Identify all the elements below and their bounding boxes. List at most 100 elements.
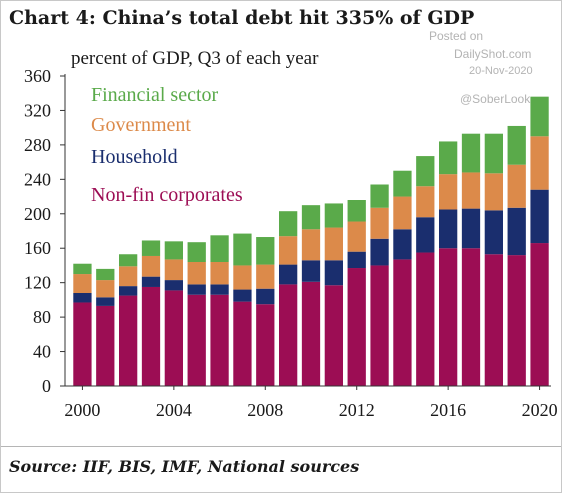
stacked-bar-chart: 0 40 80 120 160 200 240 280 320 360 2000 2004 2008 20… bbox=[24, 66, 558, 420]
bar-segment bbox=[96, 280, 115, 298]
bar-segment bbox=[210, 294, 229, 386]
unit-label: percent of GDP, Q3 of each year bbox=[71, 48, 319, 69]
y-tick-label: 0 bbox=[42, 376, 51, 396]
bar-segment bbox=[484, 254, 503, 386]
y-tick-label: 80 bbox=[33, 307, 51, 327]
bar-segment bbox=[393, 170, 412, 197]
legend-item: Household bbox=[91, 146, 178, 168]
bar-segment bbox=[461, 172, 481, 209]
bar-segment bbox=[370, 207, 389, 239]
bar-segment bbox=[96, 297, 115, 306]
bar-segment bbox=[256, 288, 275, 305]
bar-segment bbox=[73, 263, 92, 275]
bar-segment bbox=[439, 248, 458, 386]
bar-segment bbox=[416, 186, 435, 218]
bar-segment bbox=[530, 189, 549, 244]
bar-segment bbox=[96, 305, 115, 386]
x-tick-label: 2016 bbox=[430, 400, 466, 420]
bar-segment bbox=[530, 243, 549, 386]
watermark-handle: @SoberLook bbox=[460, 92, 531, 106]
bar-segment bbox=[370, 184, 389, 208]
y-tick-label: 240 bbox=[24, 169, 51, 189]
bar-segment bbox=[187, 262, 206, 285]
bar-segment bbox=[141, 286, 161, 386]
bar-segment bbox=[507, 207, 526, 256]
y-tick-label: 200 bbox=[24, 204, 51, 224]
bar-segment bbox=[484, 133, 503, 174]
bar-segment bbox=[301, 281, 321, 386]
bar-segment bbox=[507, 255, 526, 386]
bar-segment bbox=[119, 254, 138, 267]
y-tick-label: 320 bbox=[24, 100, 51, 120]
bar-segment bbox=[233, 301, 252, 386]
bar-segment bbox=[164, 241, 183, 260]
bar-segment bbox=[507, 125, 526, 165]
bar-segment bbox=[73, 302, 92, 386]
bar-segment bbox=[530, 96, 549, 137]
bar-segment bbox=[439, 141, 458, 175]
bar-segment bbox=[393, 229, 412, 260]
legend-item: Non-fin corporates bbox=[91, 184, 243, 206]
bar-segment bbox=[256, 304, 275, 386]
bar-segment bbox=[393, 196, 412, 230]
bar-segment bbox=[324, 260, 343, 286]
watermark-date: 20-Nov-2020 bbox=[469, 65, 533, 77]
bar-segment bbox=[141, 255, 161, 277]
bar-segment bbox=[119, 295, 138, 386]
bar-segment bbox=[141, 240, 161, 256]
bar-segment bbox=[439, 174, 458, 210]
bar-segment bbox=[256, 237, 275, 265]
watermark-site: DailyShot.com bbox=[454, 47, 532, 61]
bar-segment bbox=[164, 259, 183, 281]
bar-segment bbox=[347, 200, 366, 222]
bar-segment bbox=[279, 284, 298, 386]
bar-segment bbox=[279, 236, 298, 265]
bar-segment bbox=[210, 235, 229, 262]
legend-item: Financial sector bbox=[91, 84, 219, 106]
bar-segment bbox=[439, 209, 458, 249]
bar-segment bbox=[461, 133, 481, 173]
bar-segment bbox=[461, 208, 481, 249]
legend-item: Government bbox=[91, 114, 191, 136]
bar-segment bbox=[530, 136, 549, 190]
footer-divider bbox=[1, 446, 561, 447]
y-tick-label: 40 bbox=[33, 342, 51, 362]
bar-segment bbox=[256, 264, 275, 289]
bar-segment bbox=[347, 268, 366, 386]
bar-segment bbox=[187, 242, 206, 262]
bar-segment bbox=[324, 285, 343, 386]
bar-segment bbox=[301, 260, 321, 282]
x-tick-label: 2000 bbox=[64, 400, 100, 420]
bar-segment bbox=[210, 284, 229, 295]
bar-segment bbox=[461, 248, 481, 386]
bar-segment bbox=[301, 229, 321, 261]
bar-segment bbox=[73, 293, 92, 303]
bar-segment bbox=[187, 284, 206, 295]
bar-segment bbox=[164, 280, 183, 291]
y-tick-label: 120 bbox=[24, 273, 51, 293]
bar-segment bbox=[484, 210, 503, 255]
bar-segment bbox=[416, 252, 435, 386]
x-tick-label: 2008 bbox=[247, 400, 283, 420]
bar-segment bbox=[279, 211, 298, 237]
bar-segment bbox=[347, 221, 366, 252]
bar-segment bbox=[347, 251, 366, 269]
bar-segment bbox=[507, 164, 526, 208]
bar-segment bbox=[324, 203, 343, 228]
bar-segment bbox=[484, 173, 503, 211]
source-note: Source: IIF, BIS, IMF, National sources bbox=[9, 457, 360, 476]
bar-segment bbox=[416, 217, 435, 253]
bar-segment bbox=[393, 259, 412, 386]
x-tick-label: 2004 bbox=[156, 400, 192, 420]
x-tick-label: 2012 bbox=[339, 400, 375, 420]
y-tick-label: 160 bbox=[24, 238, 51, 258]
bar-segment bbox=[119, 266, 138, 287]
x-tick-label: 2020 bbox=[522, 400, 558, 420]
watermark-posted-on: Posted on bbox=[429, 29, 484, 43]
bar-segment bbox=[370, 265, 389, 386]
bar-segment bbox=[233, 233, 252, 266]
bar-segment bbox=[141, 276, 161, 287]
bar-segment bbox=[73, 274, 92, 293]
bar-segment bbox=[279, 264, 298, 285]
